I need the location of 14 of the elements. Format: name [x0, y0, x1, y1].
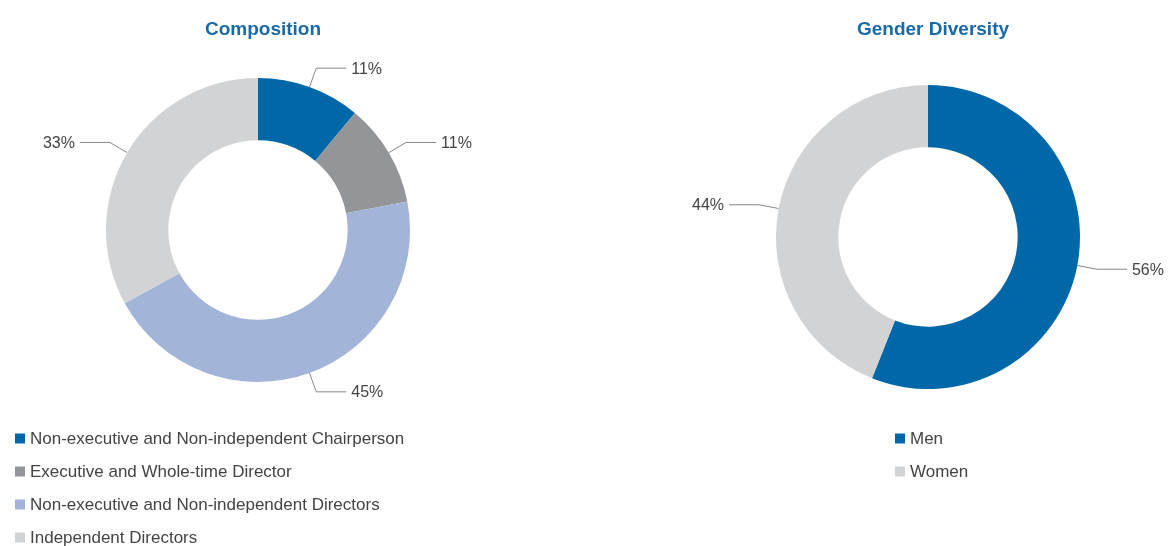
chart-title: Composition [204, 18, 322, 39]
data-label: 11% [351, 59, 383, 77]
legend-label: Non-executive and Non-independent Chairperson [30, 429, 405, 448]
legend-label: Women [910, 462, 969, 481]
chart-title: Gender Diversity [856, 18, 1010, 39]
data-label: 33% [42, 133, 75, 151]
data-label: 56% [1131, 260, 1164, 278]
data-label: 44% [692, 196, 725, 214]
data-label: 11% [441, 133, 472, 151]
data-label: 45% [351, 383, 384, 401]
legend-label: Men [910, 429, 944, 448]
legend-label: Executive and Whole-time Director [30, 462, 293, 481]
legend-label: Independent Directors [30, 528, 198, 546]
legend-label: Non-executive and Non-independent Directors [30, 495, 380, 514]
